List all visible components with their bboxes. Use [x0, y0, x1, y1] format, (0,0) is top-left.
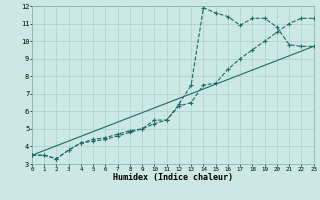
- X-axis label: Humidex (Indice chaleur): Humidex (Indice chaleur): [113, 173, 233, 182]
